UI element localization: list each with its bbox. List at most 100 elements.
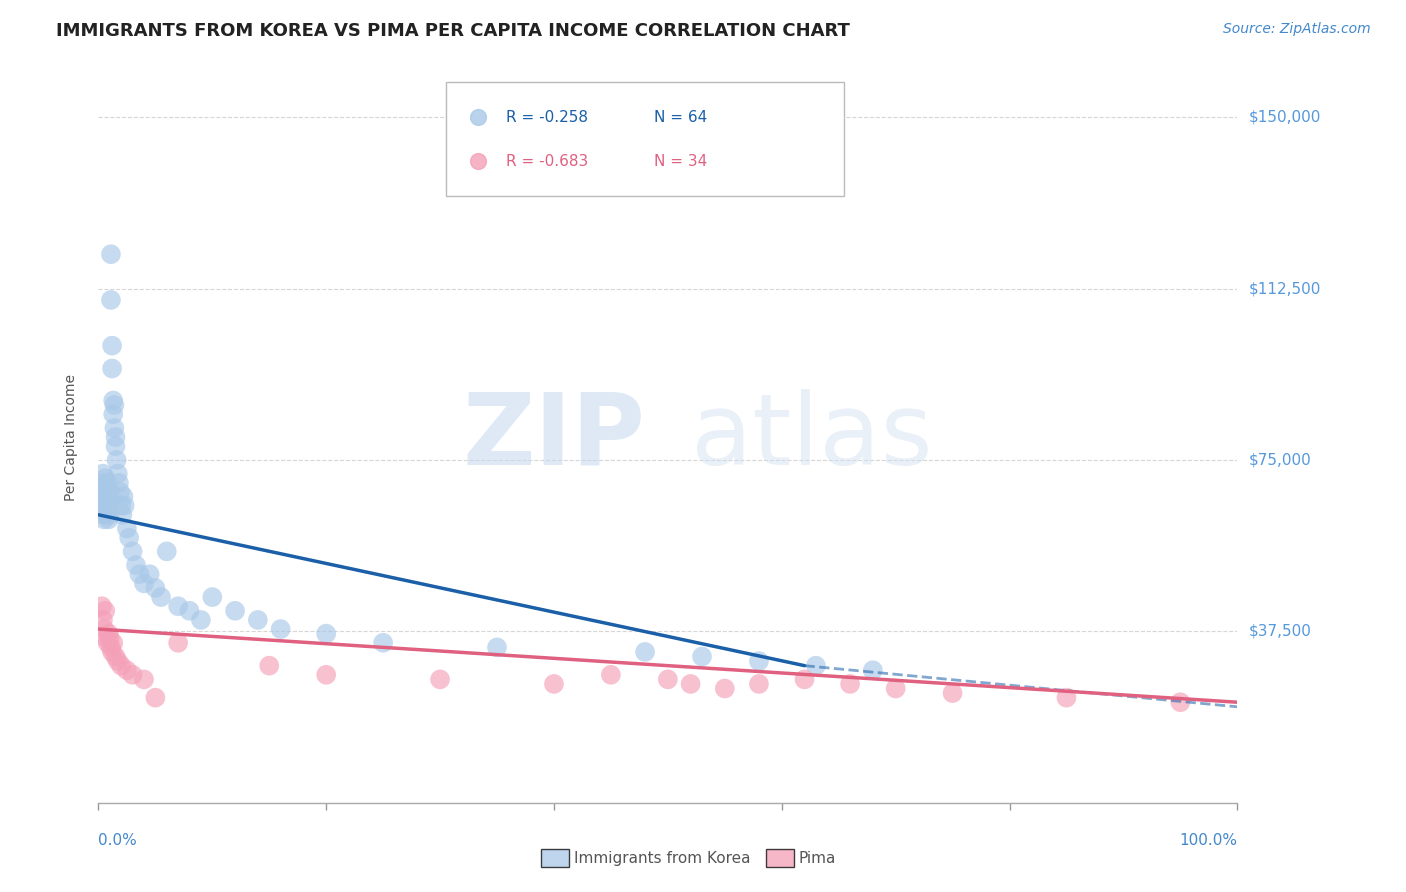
Text: IMMIGRANTS FROM KOREA VS PIMA PER CAPITA INCOME CORRELATION CHART: IMMIGRANTS FROM KOREA VS PIMA PER CAPITA… [56,22,851,40]
Point [94,604,117,618]
Point [96,475,118,490]
Point [104,649,127,664]
Point [111,508,134,522]
Y-axis label: Per Capita Income: Per Capita Income [63,374,77,500]
Text: N = 64: N = 64 [654,110,707,125]
Point [98,508,121,522]
Point [110,658,132,673]
Point [371,636,394,650]
Point [115,521,138,535]
Point [224,604,246,618]
Point [201,590,224,604]
Point [862,663,884,677]
Text: 0.0%: 0.0% [98,833,138,848]
Point [96,636,118,650]
Point [94,471,117,485]
Point [714,681,737,696]
Point [91,508,114,522]
Point [98,484,121,499]
Point [145,581,167,595]
Point [634,645,657,659]
Point [190,613,212,627]
Text: $150,000: $150,000 [1249,110,1320,125]
Point [103,393,125,408]
Point [93,494,115,508]
Text: $37,500: $37,500 [1249,624,1312,639]
Point [179,604,201,618]
Point [118,531,141,545]
Point [101,645,124,659]
Point [467,796,489,810]
Text: atlas: atlas [690,389,932,485]
Point [90,499,112,513]
Point [942,686,965,700]
Point [96,490,118,504]
Point [115,663,138,677]
Point [103,398,125,412]
Point [804,658,827,673]
Point [679,677,702,691]
Point [103,636,125,650]
Point [97,503,120,517]
Text: $112,500: $112,500 [1249,281,1320,296]
Point [90,475,112,490]
Point [121,667,143,681]
Point [101,338,124,352]
Point [270,622,292,636]
Text: 100.0%: 100.0% [1180,833,1237,848]
Point [96,484,118,499]
Text: N = 34: N = 34 [654,153,707,169]
Point [543,677,565,691]
Point [156,544,179,558]
Point [96,499,118,513]
Point [114,499,136,513]
Point [98,632,121,646]
Point [110,499,132,513]
Point [167,636,190,650]
Point [94,490,117,504]
Point [839,677,862,691]
Point [132,576,155,591]
Point [246,613,269,627]
Point [98,494,121,508]
Point [107,654,129,668]
Point [103,421,125,435]
Text: Source: ZipAtlas.com: Source: ZipAtlas.com [1223,22,1371,37]
Point [103,407,125,421]
Point [96,632,118,646]
Point [108,484,131,499]
Point [104,439,127,453]
Point [100,640,122,655]
Point [93,512,115,526]
Point [145,690,167,705]
Text: $75,000: $75,000 [1249,452,1312,467]
Point [884,681,907,696]
Point [128,567,150,582]
FancyBboxPatch shape [446,82,845,195]
Point [467,796,489,810]
Text: R = -0.683: R = -0.683 [506,153,588,169]
Point [167,599,190,614]
Point [657,673,679,687]
Point [100,293,122,307]
Point [793,673,815,687]
Point [112,490,135,504]
Point [90,599,112,614]
Point [1170,695,1192,709]
Point [315,626,337,640]
Point [91,467,114,481]
Point [90,484,112,499]
Point [748,677,770,691]
Point [132,673,155,687]
Text: R = -0.258: R = -0.258 [506,110,588,125]
Point [91,613,114,627]
Point [600,667,623,681]
Point [100,247,122,261]
Point [107,467,129,481]
Text: Immigrants from Korea: Immigrants from Korea [574,851,751,865]
Point [486,640,509,655]
Point [690,649,713,664]
Point [96,508,118,522]
Point [315,667,337,681]
Point [748,654,770,668]
